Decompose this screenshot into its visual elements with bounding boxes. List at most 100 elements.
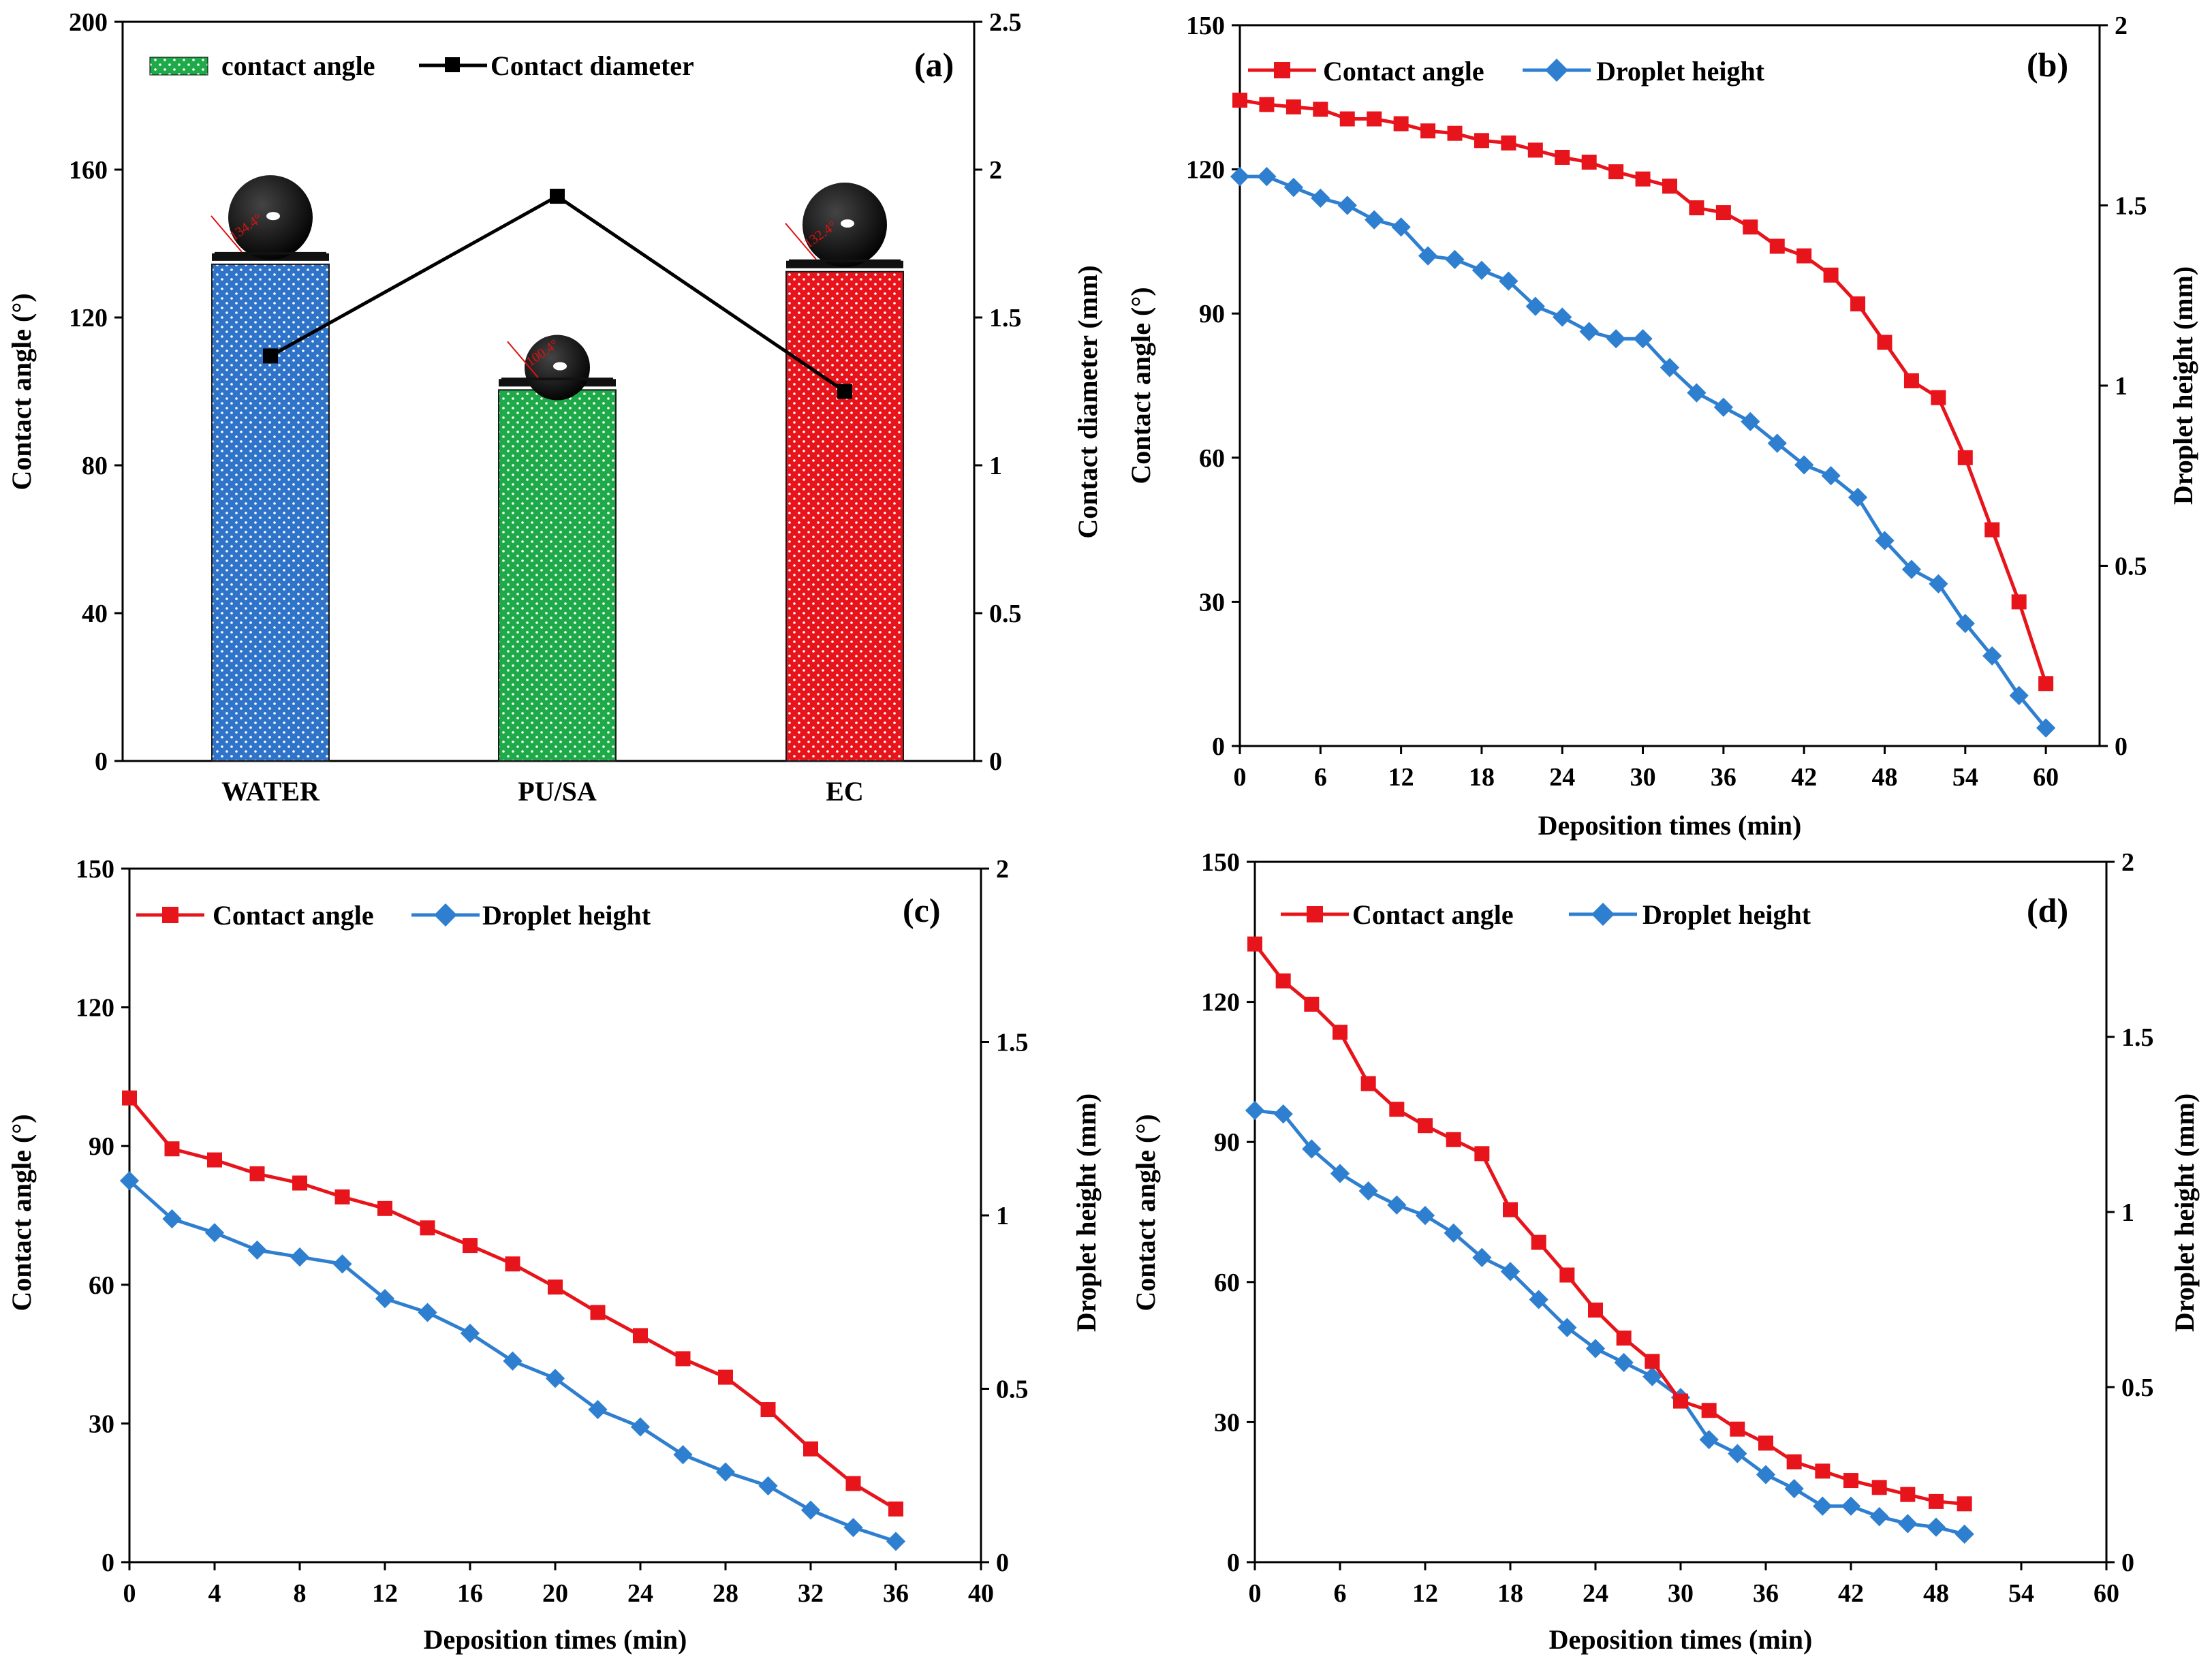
panel-b-xlabel: Deposition times (min)	[1538, 810, 1802, 841]
droplet-height-point	[673, 1445, 693, 1465]
x-tick-label: 12	[372, 1579, 398, 1608]
panel-a-y2label: Contact diameter (mm)	[1072, 265, 1103, 538]
contact-angle-point	[1823, 267, 1839, 283]
contact-diameter-point	[263, 348, 278, 364]
x-tick-label: 42	[1791, 763, 1817, 792]
panel-a-droplet-images: 134.4°100.4°132.4°	[211, 175, 903, 401]
droplet-height-point	[1245, 1100, 1265, 1121]
droplet-height-point	[1687, 383, 1707, 403]
contact-diameter-point	[550, 189, 565, 204]
contact-angle-point	[2011, 594, 2027, 610]
contact-angle-point	[1796, 248, 1812, 264]
category-label: PU/SA	[518, 776, 597, 807]
contact-angle-point	[1769, 238, 1785, 254]
y-tick-label: 0	[1212, 732, 1225, 761]
contact-angle-point	[292, 1175, 307, 1191]
y-tick-label: 120	[1201, 989, 1240, 1017]
droplet-height-point	[1445, 249, 1465, 269]
category-label: EC	[826, 776, 864, 807]
droplet-height-point	[460, 1323, 480, 1343]
contact-angle-point	[1275, 973, 1291, 989]
panel-d-line-chart: 0 30 60 90 120 150 0 0.5 1 1.5 2 0 6 12 18 24 30 36 42 48 54…	[1130, 848, 2200, 1655]
panel-a-category-labels: WATER PU/SA EC	[221, 776, 864, 807]
panel-c-legend: Contact angle Droplet height	[136, 900, 651, 931]
droplet-height-point	[1713, 397, 1734, 417]
x-tick-label: 18	[1497, 1579, 1523, 1608]
droplet-height-point	[1302, 1139, 1322, 1159]
panel-b-ticks: 0 30 60 90 120 150 0 0.5 1 1.5 2 0 6 12 18 24 30 36 42 48 54…	[1186, 12, 2147, 792]
contact-angle-point	[1929, 1493, 1944, 1509]
contact-angle-point	[803, 1441, 818, 1457]
droplet-height-point	[1500, 1262, 1521, 1281]
droplet-height-point	[1387, 1195, 1407, 1215]
x-tick-label: 6	[1314, 763, 1327, 792]
legend-label-droplet-height: Droplet height	[482, 900, 651, 931]
x-tick-label: 24	[1583, 1579, 1608, 1608]
y2-tick-label: 0	[2115, 732, 2128, 761]
contact-angle-point	[334, 1189, 350, 1204]
legend-label-droplet-height: Droplet height	[1642, 899, 1811, 930]
contact-angle-point	[207, 1152, 222, 1168]
droplet-height-point	[1848, 487, 1868, 508]
y-tick-label: 90	[1199, 300, 1225, 328]
panel-b-legend: Contact angle Droplet height	[1248, 56, 1765, 87]
panel-b-plot-frame	[1239, 24, 2101, 747]
contact-angle-point	[1843, 1473, 1858, 1489]
droplet-height-point	[1472, 1247, 1492, 1267]
contact-angle-point	[1673, 1393, 1688, 1409]
contact-angle-bar	[211, 263, 330, 762]
droplet-height-point	[1606, 329, 1626, 349]
x-tick-label: 48	[1872, 763, 1898, 792]
legend-marker-contact-angle	[162, 907, 178, 923]
contact-angle-point	[1900, 1487, 1916, 1502]
legend-marker-contact-diameter	[445, 57, 460, 72]
x-tick-label: 0	[1249, 1579, 1262, 1608]
x-tick-label: 18	[1469, 763, 1495, 792]
contact-angle-point	[1232, 93, 1247, 108]
droplet-height-point	[1283, 177, 1304, 198]
contact-angle-point	[1689, 200, 1704, 216]
contact-angle-point	[377, 1200, 392, 1216]
droplet-height-point	[1821, 466, 1841, 486]
y-tick-label: 60	[89, 1271, 114, 1300]
droplet-baseline	[789, 259, 901, 262]
panel-a-bars	[211, 263, 904, 762]
contact-angle-point	[1447, 125, 1463, 141]
y2-tick-label: 1.5	[2115, 192, 2147, 221]
droplet-height-point	[1358, 1181, 1378, 1201]
y2-tick-label: 0.5	[2121, 1373, 2154, 1402]
contact-angle-point	[1701, 1403, 1717, 1418]
contact-angle-point	[1984, 522, 2000, 538]
x-tick-label: 16	[457, 1579, 483, 1608]
contact-angle-point	[1333, 1025, 1348, 1040]
x-tick-label: 36	[883, 1579, 909, 1608]
panel-d-legend: Contact angle Droplet height	[1281, 899, 1811, 930]
droplet-height-point	[418, 1303, 437, 1322]
panel-b-ylabel: Contact angle (°)	[1125, 287, 1156, 484]
contact-angle-point	[1608, 164, 1624, 180]
droplet-height-line	[1240, 174, 2048, 730]
x-tick-label: 0	[1234, 763, 1247, 792]
contact-angle-point	[1715, 205, 1731, 221]
droplet-height-point	[247, 1240, 267, 1260]
droplet-height-point	[715, 1462, 736, 1482]
y-tick-label: 150	[76, 855, 114, 884]
y-tick-label: 80	[82, 452, 108, 480]
droplet-highlight	[266, 212, 280, 221]
panel-a-legend: contact angle Contact diameter	[149, 50, 694, 81]
contact-angle-point	[548, 1279, 563, 1295]
droplet-height-point	[1257, 167, 1277, 187]
contact-diameter-point	[837, 384, 852, 399]
legend-marker-droplet-height	[1545, 59, 1568, 82]
contact-angle-point	[505, 1256, 520, 1272]
droplet-height-point	[1418, 246, 1438, 266]
contact-angle-point	[1474, 1146, 1490, 1162]
panel-b-y2label: Droplet height (mm)	[2168, 266, 2198, 505]
panel-a-contact-diameter-line	[263, 189, 852, 399]
x-tick-label: 24	[1549, 763, 1575, 792]
x-tick-label: 40	[968, 1579, 994, 1608]
droplet-highlight	[553, 362, 567, 371]
contact-angle-point	[1503, 1202, 1518, 1217]
contact-angle-point	[1877, 335, 1892, 350]
